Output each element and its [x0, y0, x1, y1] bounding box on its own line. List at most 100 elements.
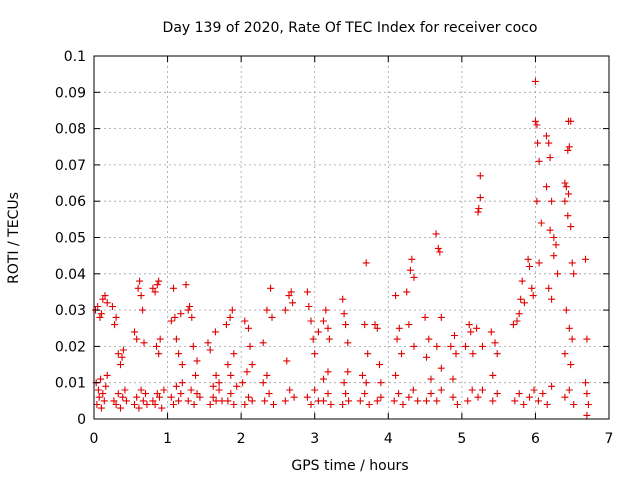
data-point [324, 368, 332, 376]
y-tick-label: 0.06 [55, 194, 86, 210]
data-point [156, 335, 164, 343]
data-point [524, 255, 532, 263]
data-point [160, 386, 168, 394]
data-point [103, 299, 111, 307]
data-point [212, 397, 220, 405]
data-point [320, 317, 327, 325]
data-point [433, 397, 441, 405]
data-point [182, 281, 190, 289]
data-point [122, 397, 130, 405]
x-tick-label: 5 [457, 431, 466, 447]
data-point [263, 371, 271, 379]
data-point [530, 386, 538, 394]
data-point [425, 335, 433, 343]
data-point [564, 146, 572, 154]
data-point [209, 382, 217, 390]
data-point [364, 350, 372, 358]
data-point [493, 350, 501, 358]
data-point [432, 230, 440, 238]
data-point [167, 317, 175, 325]
data-point [414, 397, 422, 405]
data-point [561, 393, 569, 401]
data-point [177, 390, 185, 398]
data-point [552, 241, 560, 249]
data-point [543, 401, 551, 408]
data-point [561, 350, 569, 358]
data-point [110, 397, 118, 405]
data-point [582, 379, 589, 387]
data-point [97, 310, 105, 318]
data-point [155, 350, 163, 358]
data-point [248, 361, 256, 369]
data-point [190, 401, 198, 408]
data-point [468, 386, 476, 394]
data-point [487, 328, 495, 336]
data-point [403, 288, 411, 296]
y-tick-label: 0.03 [55, 303, 86, 319]
data-point [565, 386, 573, 394]
data-point [114, 350, 122, 358]
data-point [489, 397, 497, 405]
x-axis-title: GPS time / hours [291, 458, 408, 474]
data-point [565, 143, 573, 151]
data-point [452, 350, 460, 358]
data-point [283, 357, 291, 365]
data-point [531, 77, 539, 85]
y-tick-label: 0.08 [55, 122, 86, 138]
data-point [114, 390, 122, 398]
y-tick-label: 0 [77, 412, 86, 428]
data-point [187, 386, 195, 394]
data-point [405, 393, 413, 401]
data-point [175, 350, 183, 358]
data-point [230, 401, 238, 408]
data-point [156, 393, 163, 401]
data-point [398, 350, 405, 358]
data-point [136, 277, 144, 285]
data-point [209, 393, 217, 401]
data-point [409, 386, 417, 394]
data-point [436, 248, 444, 256]
data-point [535, 157, 543, 165]
data-point [340, 310, 348, 318]
data-point [99, 390, 107, 398]
data-point [119, 346, 127, 354]
data-point [410, 273, 418, 281]
data-point [267, 284, 275, 292]
data-point [449, 375, 457, 383]
data-point [226, 313, 234, 321]
data-point [149, 284, 157, 292]
data-point [117, 404, 124, 412]
data-point [222, 321, 230, 329]
data-point [548, 197, 556, 205]
data-point [314, 328, 322, 336]
data-point [263, 306, 271, 314]
data-point [491, 339, 499, 347]
data-point [170, 401, 177, 408]
data-point [489, 371, 497, 379]
data-point [224, 361, 232, 369]
data-point [362, 379, 370, 387]
data-point [99, 295, 107, 303]
data-point [550, 252, 558, 260]
y-axis-title: ROTI / TECUs [6, 192, 22, 284]
x-tick-labels: 0 1 2 3 4 5 6 7 [90, 431, 614, 447]
data-point [421, 313, 429, 321]
data-point [227, 371, 235, 379]
y-tick-label: 0.05 [55, 231, 86, 247]
data-point [270, 401, 277, 408]
data-point [261, 397, 269, 405]
data-point [188, 313, 196, 321]
data-point [449, 393, 457, 401]
data-point [93, 401, 101, 408]
data-point [395, 390, 403, 398]
data-point [111, 321, 119, 329]
data-point [151, 288, 159, 296]
data-point [211, 328, 219, 336]
data-point [528, 284, 536, 292]
data-point [493, 390, 501, 398]
data-point [475, 205, 483, 212]
data-point [548, 295, 556, 303]
data-point [539, 390, 547, 398]
data-point [184, 397, 192, 405]
